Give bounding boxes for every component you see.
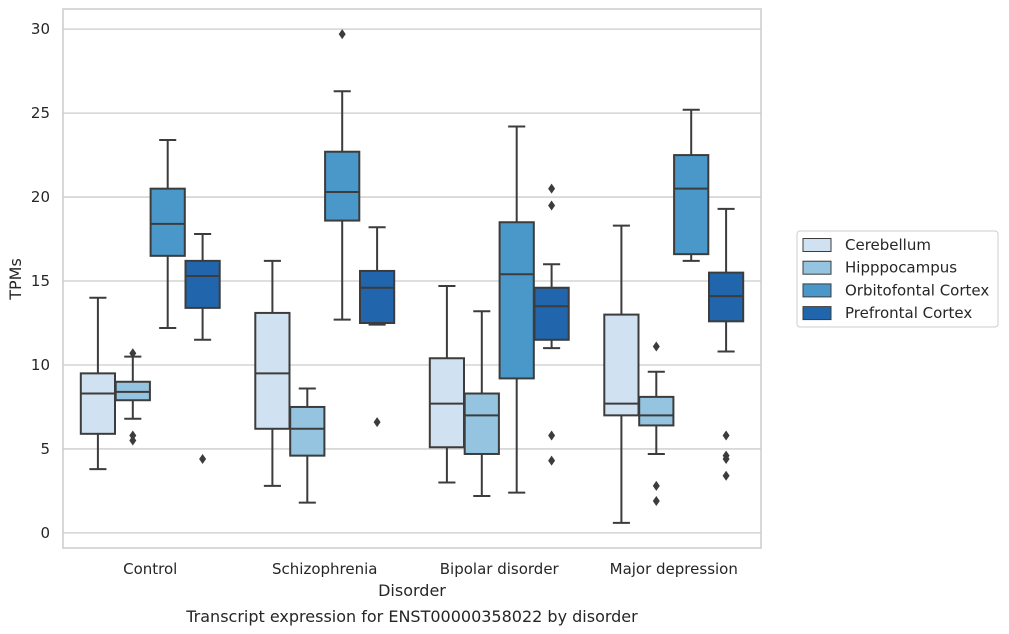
legend-swatch (802, 306, 832, 321)
box-group (324, 29, 361, 321)
box (603, 313, 640, 417)
outlier-point (548, 430, 556, 441)
y-axis-label: TPMs (6, 258, 25, 301)
box (358, 269, 396, 324)
outlier-point (548, 455, 556, 466)
outlier-point (722, 454, 730, 465)
box-group (498, 125, 535, 494)
box-group (289, 387, 326, 504)
outlier-point (129, 348, 137, 359)
box (149, 187, 186, 257)
box-group (533, 183, 570, 466)
y-tick-label: 10 (31, 356, 50, 374)
box-group (149, 138, 186, 330)
box-group (184, 233, 221, 465)
legend-label: Prefrontal Cortex (845, 304, 972, 322)
y-tick-label: 0 (40, 524, 50, 542)
legend-label: Orbitofontal Cortex (845, 281, 989, 299)
box (324, 150, 361, 222)
box-group (358, 226, 396, 428)
y-tick-label: 5 (40, 440, 50, 458)
box-group (463, 310, 500, 497)
outlier-point (652, 341, 660, 352)
legend-swatch (802, 238, 832, 252)
legend-label: Cerebellum (845, 236, 931, 254)
outlier-point (652, 480, 660, 491)
box-group (603, 224, 640, 524)
box (673, 154, 710, 256)
y-tick-label: 30 (31, 20, 50, 38)
box-group (254, 259, 291, 487)
outlier-point (652, 495, 660, 506)
box-group (707, 207, 745, 481)
legend-swatch (802, 260, 832, 275)
y-tick-label: 25 (31, 104, 50, 122)
outlier-point (548, 200, 556, 211)
box (638, 395, 675, 427)
plot-frame (62, 8, 762, 549)
outlier-point (338, 29, 346, 40)
x-axis-label: Disorder (378, 581, 446, 600)
legend-frame (796, 230, 999, 328)
x-tick-labels: Control Schizophrenia Bipolar disorder Majo… (123, 560, 738, 578)
box (184, 259, 221, 309)
box-group (673, 108, 710, 262)
outlier-point (129, 430, 137, 441)
box-group (114, 348, 151, 446)
legend-label: Hipppocampus (845, 259, 957, 277)
box (463, 392, 500, 455)
y-tick-labels: 0 5 10 15 20 25 30 (31, 20, 50, 542)
x-tick-label: Bipolar disorder (440, 560, 560, 578)
box (254, 311, 291, 430)
legend-swatch (802, 283, 832, 298)
y-tick-label: 15 (31, 272, 50, 290)
box-groups (79, 29, 745, 524)
box (79, 372, 117, 435)
x-tick-label: Control (123, 560, 177, 578)
box (498, 221, 535, 380)
outlier-point (199, 454, 207, 465)
outlier-point (722, 430, 730, 441)
outlier-point (548, 183, 556, 194)
outlier-point (373, 417, 381, 428)
outlier-point (722, 470, 730, 481)
x-tick-label: Major depression (610, 560, 738, 578)
box-group (79, 296, 117, 471)
legend: Cerebellum Hipppocampus Orbitofontal Corte… (796, 230, 999, 328)
outlier-point (129, 435, 137, 446)
y-tick-label: 20 (31, 188, 50, 206)
chart-caption: Transcript expression for ENST0000035802… (185, 607, 638, 626)
box-group (638, 341, 675, 506)
box (289, 405, 326, 457)
box-group (428, 285, 466, 484)
x-tick-label: Schizophrenia (272, 560, 377, 578)
box (533, 286, 570, 341)
